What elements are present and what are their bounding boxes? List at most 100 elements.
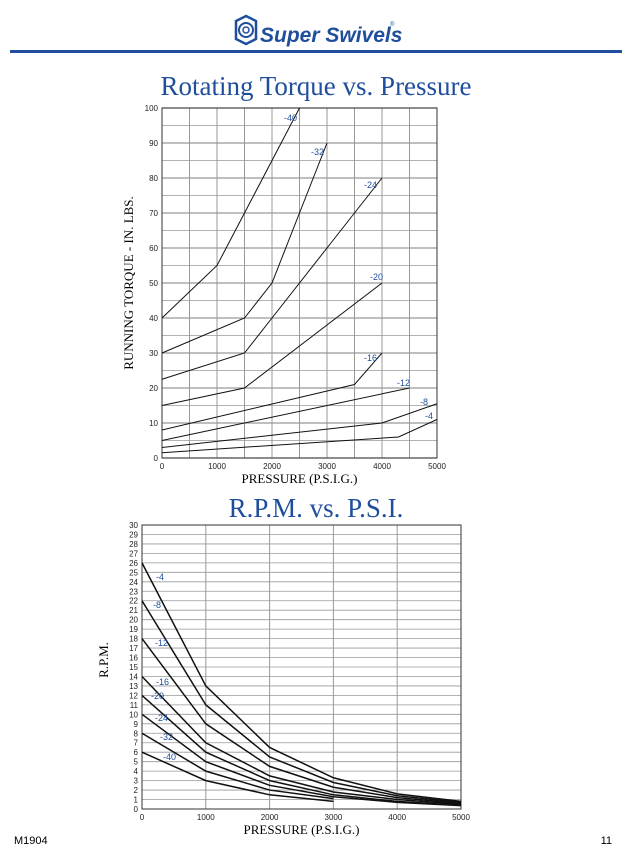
y-tick-label: 6 xyxy=(134,748,139,757)
x-tick-label: 5000 xyxy=(452,813,470,822)
y-tick-label: 4 xyxy=(134,767,139,776)
header-rule xyxy=(10,50,622,53)
series-line-size-24 xyxy=(161,177,383,380)
y-tick-label: 11 xyxy=(130,701,139,710)
series-label: -20 xyxy=(370,272,383,282)
series-line-size-32 xyxy=(161,142,328,354)
doc-code: M1904 xyxy=(14,835,48,847)
x-tick-label: 0 xyxy=(160,462,165,471)
series-line-size-20 xyxy=(161,282,383,406)
series-label: -24 xyxy=(155,713,168,723)
y-tick-label: 27 xyxy=(129,549,138,558)
x-axis-label: PRESSURE (P.S.I.G.) xyxy=(244,822,360,837)
y-tick-label: 70 xyxy=(149,209,158,218)
series-label: -20 xyxy=(151,691,164,701)
x-tick-label: 0 xyxy=(140,813,145,822)
y-tick-label: 50 xyxy=(149,279,158,288)
y-tick-label: 5 xyxy=(134,758,139,767)
series-label: -8 xyxy=(420,397,428,407)
x-tick-label: 1000 xyxy=(208,462,226,471)
y-tick-label: 90 xyxy=(149,139,158,148)
y-tick-label: 8 xyxy=(134,729,139,738)
y-tick-label: 23 xyxy=(129,587,138,596)
y-tick-label: 17 xyxy=(129,644,138,653)
y-tick-label: 13 xyxy=(129,682,138,691)
series-label: -16 xyxy=(364,353,377,363)
series-label: -32 xyxy=(311,147,324,157)
y-tick-label: 80 xyxy=(149,174,158,183)
y-tick-label: 25 xyxy=(129,568,138,577)
series-label: -40 xyxy=(284,113,297,123)
series-line-size-16 xyxy=(161,352,383,431)
y-tick-label: 20 xyxy=(149,384,158,393)
x-tick-label: 5000 xyxy=(428,462,446,471)
y-tick-label: 3 xyxy=(134,777,139,786)
y-tick-label: 22 xyxy=(129,597,138,606)
y-tick-label: 30 xyxy=(149,349,158,358)
series-label: -32 xyxy=(160,732,173,742)
series-label: -8 xyxy=(153,600,161,610)
y-tick-label: 40 xyxy=(149,314,158,323)
x-tick-label: 2000 xyxy=(261,813,279,822)
y-tick-label: 24 xyxy=(129,578,138,587)
x-tick-label: 4000 xyxy=(373,462,391,471)
y-axis-label: R.P.M. xyxy=(96,642,111,678)
y-axis-label: RUNNING TORQUE - IN. LBS. xyxy=(121,196,136,370)
y-tick-label: 18 xyxy=(129,635,138,644)
series-line-size-16 xyxy=(141,675,462,806)
y-tick-label: 10 xyxy=(149,419,158,428)
y-tick-label: 100 xyxy=(145,104,159,113)
x-tick-label: 4000 xyxy=(388,813,406,822)
torque-chart-title: Rotating Torque vs. Pressure xyxy=(160,71,472,101)
series-label: -4 xyxy=(156,572,164,582)
y-tick-label: 2 xyxy=(134,786,139,795)
series-line-size-8 xyxy=(141,600,462,804)
y-tick-label: 15 xyxy=(129,663,138,672)
y-tick-label: 16 xyxy=(129,654,138,663)
plot-frame xyxy=(141,524,462,810)
series-line-size-20 xyxy=(141,694,462,806)
series-label: -4 xyxy=(425,411,433,421)
series-line-size-4 xyxy=(161,419,438,454)
y-tick-label: 9 xyxy=(134,720,139,729)
series-line-size-40 xyxy=(141,751,334,803)
y-tick-label: 20 xyxy=(129,616,138,625)
y-tick-label: 0 xyxy=(154,454,159,463)
series-line-size-24 xyxy=(141,713,462,807)
series-line-size-8 xyxy=(161,403,438,448)
series-line-size-12 xyxy=(161,387,410,441)
y-tick-label: 12 xyxy=(129,691,138,700)
x-tick-label: 3000 xyxy=(318,462,336,471)
y-tick-label: 29 xyxy=(129,530,138,539)
x-tick-label: 2000 xyxy=(263,462,281,471)
svg-text:Super Swivels: Super Swivels xyxy=(260,24,402,47)
series-line-size-32 xyxy=(141,732,334,800)
y-tick-label: 30 xyxy=(129,521,138,530)
series-line-size-12 xyxy=(141,638,462,805)
x-tick-label: 3000 xyxy=(325,813,343,822)
y-tick-label: 26 xyxy=(129,559,138,568)
y-tick-label: 28 xyxy=(129,540,138,549)
series-label: -40 xyxy=(163,752,176,762)
y-tick-label: 1 xyxy=(134,796,139,805)
y-tick-label: 14 xyxy=(129,672,138,681)
page-number: 11 xyxy=(600,835,612,847)
y-tick-label: 10 xyxy=(129,710,138,719)
y-tick-label: 0 xyxy=(134,805,139,814)
y-tick-label: 19 xyxy=(129,625,138,634)
series-label: -12 xyxy=(155,638,168,648)
series-label: -12 xyxy=(397,378,410,388)
x-axis-label: PRESSURE (P.S.I.G.) xyxy=(242,471,358,486)
y-tick-label: 21 xyxy=(129,606,138,615)
series-line-size-4 xyxy=(141,562,462,803)
series-line-size-40 xyxy=(161,107,300,319)
svg-text:®: ® xyxy=(390,21,395,28)
rpm-chart-title: R.P.M. vs. P.S.I. xyxy=(228,493,404,523)
super-swivels-logo: Super Swivels ® xyxy=(232,14,402,50)
series-label: -24 xyxy=(364,180,377,190)
series-label: -16 xyxy=(156,677,169,687)
x-tick-label: 1000 xyxy=(197,813,215,822)
y-tick-label: 60 xyxy=(149,244,158,253)
y-tick-label: 7 xyxy=(134,739,139,748)
